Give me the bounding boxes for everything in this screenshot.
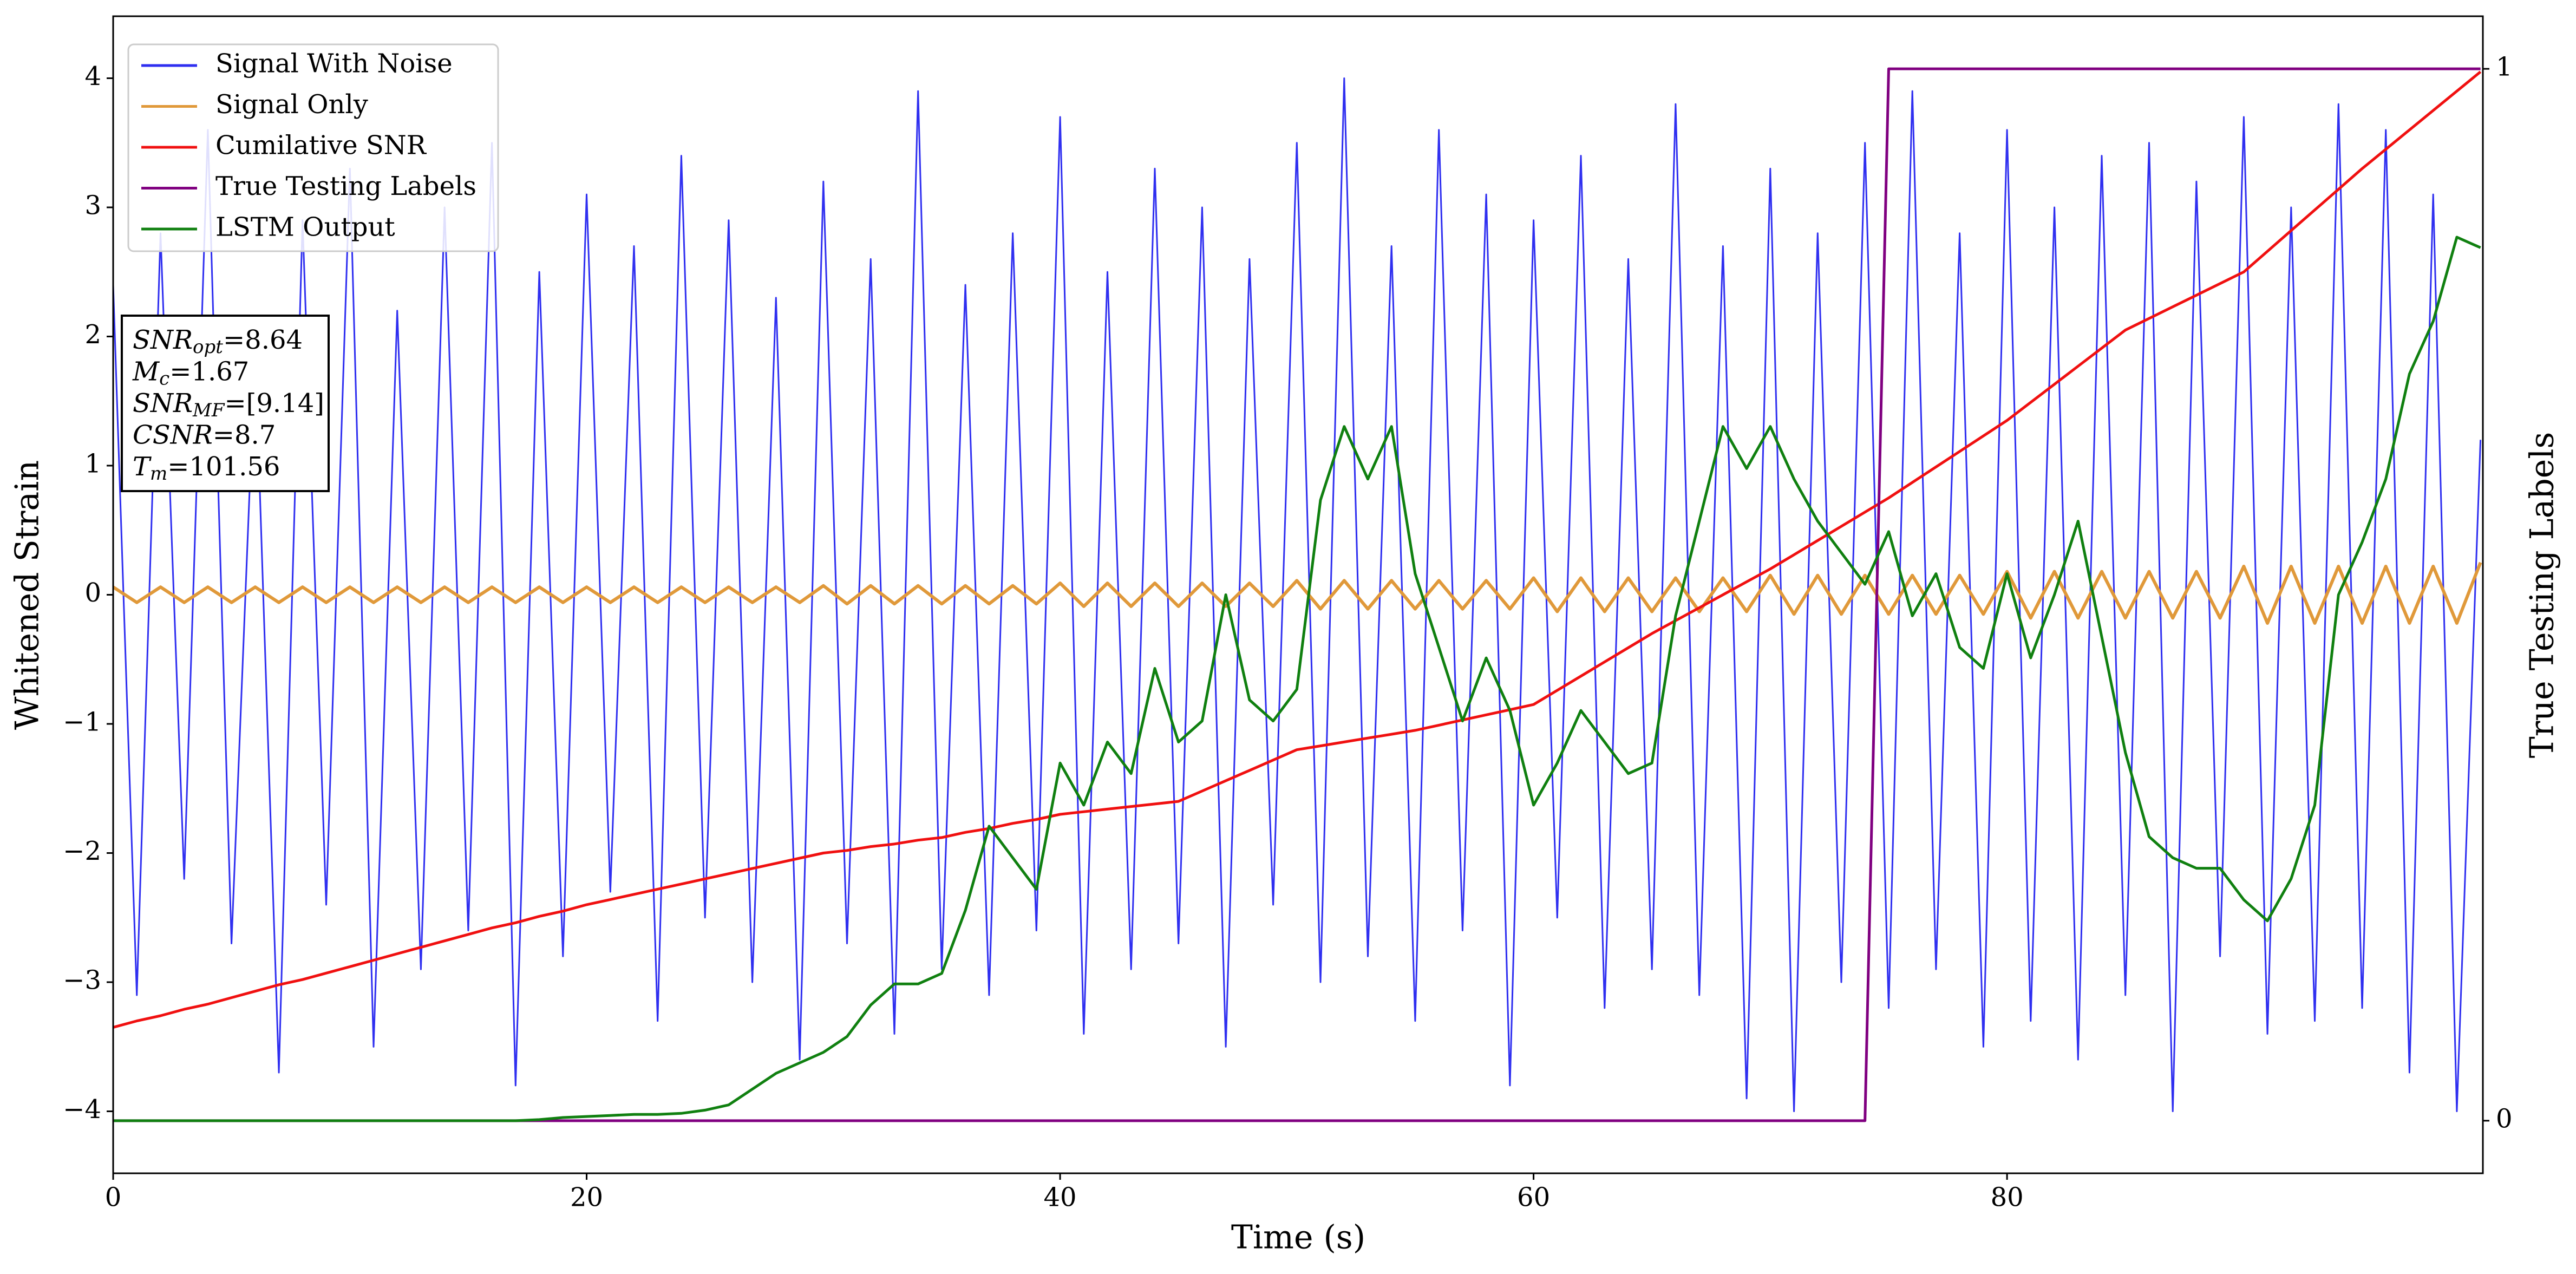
annotation-line: SNRopt=8.64: [133, 325, 303, 358]
annotation-line: Mc=1.67: [132, 356, 249, 390]
y-tick-label: 2: [84, 319, 101, 350]
legend-label: LSTM Output: [215, 212, 395, 243]
annotation-value: =8.64: [223, 325, 303, 355]
y-axis-title: Whitened Strain: [9, 460, 47, 730]
y-tick-label: −2: [63, 836, 101, 866]
legend: Signal With Noise Signal Only Cumilative S…: [127, 43, 499, 252]
y2-tick-label: 0: [2496, 1103, 2513, 1134]
legend-label: Signal Only: [215, 89, 368, 120]
y-tick-label: 1: [84, 448, 101, 479]
y-tick-label: 4: [84, 61, 101, 92]
y-tick-label: 3: [84, 190, 101, 220]
series-line: [113, 236, 2481, 1122]
annotation-line: SNRMF=[9.14]: [133, 388, 324, 422]
x-tick-label: 0: [105, 1182, 122, 1213]
annotation-value: =101.56: [167, 452, 280, 482]
annotation-line: CSNR=8.7: [133, 420, 276, 450]
annotation-subscript: c: [159, 368, 169, 390]
annotation-box: SNRopt=8.64Mc=1.67SNRMF=[9.14]CSNR=8.7Tm…: [121, 315, 330, 492]
annotation-value: =[9.14]: [224, 388, 324, 419]
legend-label: Signal With Noise: [215, 49, 453, 79]
annotation-subscript: MF: [192, 400, 225, 421]
y2-axis-title: True Testing Labels: [2523, 432, 2561, 759]
annotation-symbol: SNR: [133, 388, 193, 419]
annotation-subscript: opt: [193, 336, 223, 358]
annotation-frame: [121, 315, 330, 492]
annotation-subscript: m: [150, 463, 167, 485]
annotation-value: =8.7: [213, 420, 276, 450]
legend-label: True Testing Labels: [215, 171, 476, 201]
y-tick-label: 0: [84, 578, 101, 608]
annotation-symbol: CSNR: [133, 420, 213, 450]
series-line: [113, 561, 2482, 625]
x-tick-label: 40: [1044, 1182, 1077, 1213]
annotation-symbol: M: [132, 356, 160, 387]
y-tick-label: −4: [63, 1094, 101, 1125]
x-tick-label: 80: [1991, 1182, 2024, 1213]
annotation-line: Tm=101.56: [133, 452, 280, 485]
y-tick-label: −3: [63, 965, 101, 996]
legend-box: [127, 43, 499, 252]
y2-tick-label: 1: [2496, 52, 2513, 82]
annotation-symbol: T: [133, 452, 152, 482]
series-line: [113, 77, 2482, 1112]
annotation-symbol: SNR: [133, 325, 193, 355]
legend-label: Cumilative SNR: [215, 130, 427, 161]
y-tick-label: −1: [63, 707, 101, 737]
x-axis-title: Time (s): [1231, 1219, 1365, 1257]
annotation-value: =1.67: [169, 356, 249, 387]
x-tick-label: 20: [570, 1182, 603, 1213]
series-line: [113, 70, 2482, 1029]
x-tick-label: 60: [1517, 1182, 1550, 1213]
